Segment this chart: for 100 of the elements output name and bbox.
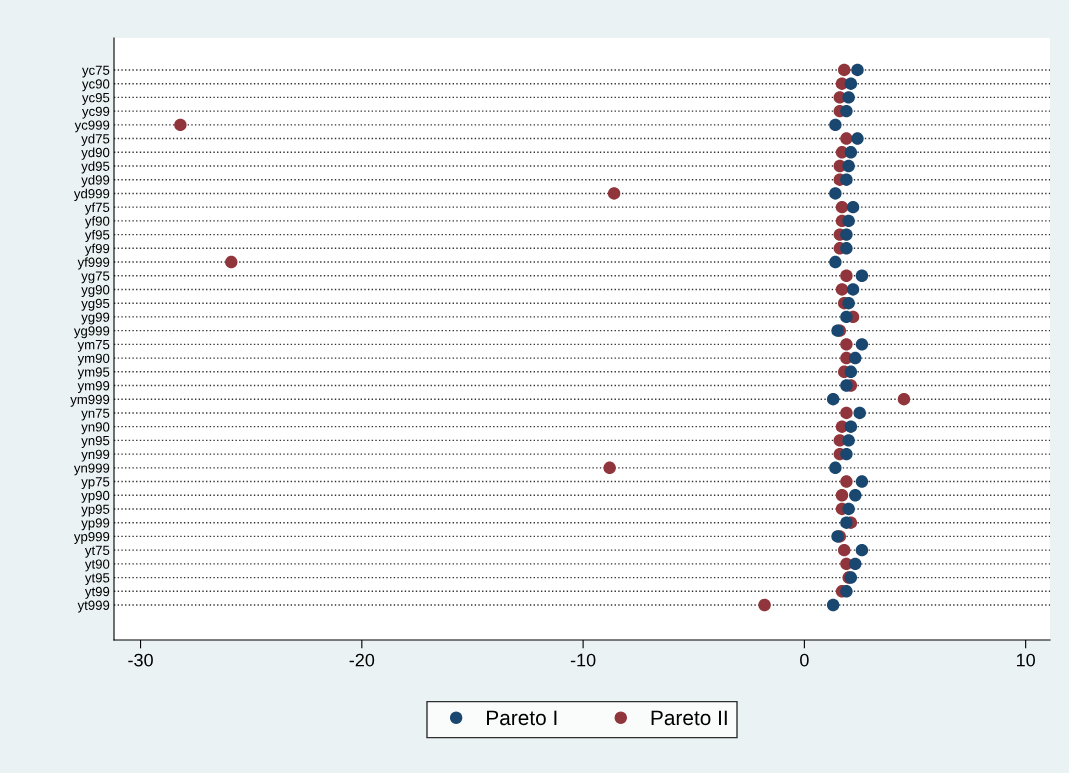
y-tick-label: yf95 xyxy=(84,229,110,243)
y-tick-label: ym95 xyxy=(77,367,110,380)
point xyxy=(225,255,238,269)
point xyxy=(855,543,869,557)
point xyxy=(174,118,187,132)
y-tick-label: yc999 xyxy=(74,120,110,133)
y-tick-label: yp90 xyxy=(81,490,110,503)
y-tick-label: yd75 xyxy=(81,133,110,147)
point xyxy=(840,104,853,118)
point xyxy=(840,310,853,324)
point xyxy=(840,269,853,282)
point xyxy=(855,338,869,351)
point xyxy=(851,132,864,145)
legend-label: Pareto II xyxy=(651,710,727,726)
point xyxy=(838,63,851,77)
y-tick-label: ym99 xyxy=(77,381,110,394)
point xyxy=(840,338,853,351)
y-tick-label: yn95 xyxy=(81,435,110,448)
point xyxy=(840,406,853,420)
point xyxy=(840,242,853,255)
point xyxy=(849,351,862,365)
y-tick-label: yf75 xyxy=(84,202,110,215)
y-tick-label: yp75 xyxy=(81,477,110,490)
point xyxy=(840,447,853,461)
y-tick-label: yp95 xyxy=(81,504,110,517)
point xyxy=(840,516,853,529)
y-tick-label: yc90 xyxy=(82,79,110,92)
x-tick-label: 0 xyxy=(800,653,809,667)
y-tick-label: yp999 xyxy=(73,531,110,544)
point xyxy=(842,214,855,228)
point xyxy=(840,585,853,598)
x-tick-label: -20 xyxy=(349,653,375,667)
y-tick-label: yg95 xyxy=(81,298,110,311)
y-tick-label: yd95 xyxy=(81,161,110,174)
point xyxy=(840,228,853,241)
x-tick-label: -10 xyxy=(570,653,596,667)
point xyxy=(849,557,862,571)
y-tick-label: yt75 xyxy=(84,545,110,558)
point xyxy=(840,132,853,145)
y-tick-label: yd999 xyxy=(73,188,110,201)
y-tick-label: ym75 xyxy=(77,340,110,352)
point xyxy=(853,406,866,420)
point xyxy=(835,283,849,296)
y-tick-label: yg75 xyxy=(81,271,110,284)
y-tick-label: yc95 xyxy=(82,92,110,105)
point xyxy=(844,365,858,378)
point xyxy=(855,475,869,488)
point xyxy=(851,63,864,77)
point xyxy=(840,475,853,488)
y-tick-label: yn99 xyxy=(81,449,110,462)
point xyxy=(844,420,858,433)
x-tick-label: -30 xyxy=(128,653,153,667)
y-tick-label: yt999 xyxy=(77,600,110,613)
y-tick-label: yg99 xyxy=(81,312,110,325)
point xyxy=(840,173,853,186)
y-tick-label: yg999 xyxy=(73,326,110,339)
point xyxy=(844,77,858,90)
y-tick-label: yc99 xyxy=(82,106,110,119)
point xyxy=(758,598,771,612)
point xyxy=(826,598,840,612)
point xyxy=(840,379,853,392)
point xyxy=(607,187,621,200)
point xyxy=(842,91,855,104)
point xyxy=(826,393,840,406)
point xyxy=(842,434,855,447)
point xyxy=(838,543,851,557)
y-tick-label: yd99 xyxy=(81,174,110,188)
y-tick-label: yt99 xyxy=(84,586,110,599)
legend-label: Pareto I xyxy=(487,710,557,726)
y-tick-label: ym999 xyxy=(70,394,110,407)
y-tick-label: yf999 xyxy=(77,257,110,270)
y-tick-label: yt95 xyxy=(84,573,110,586)
y-tick-label: yg90 xyxy=(81,285,110,297)
point xyxy=(829,255,842,269)
y-tick-label: yn999 xyxy=(73,463,110,476)
x-tick-label: 10 xyxy=(1017,653,1035,667)
point xyxy=(829,118,842,132)
point xyxy=(842,296,855,310)
point xyxy=(829,187,842,200)
point xyxy=(849,489,862,502)
point xyxy=(897,393,911,406)
y-tick-label: yp99 xyxy=(81,518,110,531)
y-tick-label: ym90 xyxy=(77,353,110,366)
y-tick-label: yn75 xyxy=(81,408,110,421)
y-tick-label: yf90 xyxy=(84,216,110,229)
point xyxy=(842,502,855,516)
point xyxy=(846,200,860,214)
point xyxy=(855,269,869,282)
y-tick-label: yt90 xyxy=(84,559,110,572)
y-tick-label: yd90 xyxy=(81,147,110,160)
point xyxy=(844,146,858,159)
y-tick-label: yf99 xyxy=(84,243,110,256)
point xyxy=(835,489,849,502)
y-tick-label: yn90 xyxy=(81,422,110,435)
y-tick-label: yc75 xyxy=(82,65,110,78)
point xyxy=(842,159,855,173)
point xyxy=(846,283,860,296)
point xyxy=(603,461,616,475)
point xyxy=(835,200,849,214)
point xyxy=(829,461,842,475)
